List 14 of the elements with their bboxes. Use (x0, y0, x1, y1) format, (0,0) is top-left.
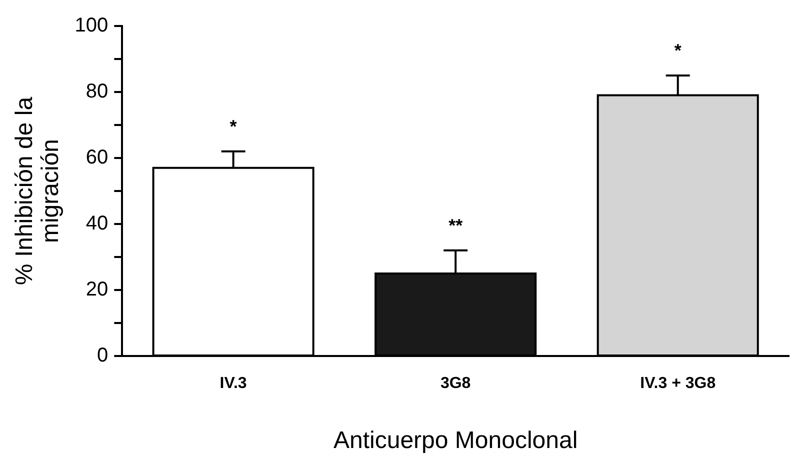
x-tick-label: IV.3 (220, 375, 247, 392)
y-tick-label: 60 (86, 146, 108, 169)
annotation: * (674, 40, 682, 60)
annotation: ** (448, 215, 463, 236)
x-tick-label: 3G8 (440, 375, 471, 392)
x-tick-label: IV.3 + 3G8 (640, 375, 716, 392)
y-tick-label: 80 (86, 80, 108, 103)
y-tick-label: 20 (86, 278, 108, 301)
y-tick-label: 0 (97, 344, 108, 367)
x-axis-title: Anticuerpo Monoclonal (334, 427, 578, 454)
y-axis-title: % Inhibición de la migración (10, 96, 64, 286)
annotation: * (230, 116, 237, 136)
y-tick-label: 40 (86, 212, 108, 235)
y-tick-label: 100 (74, 14, 108, 37)
